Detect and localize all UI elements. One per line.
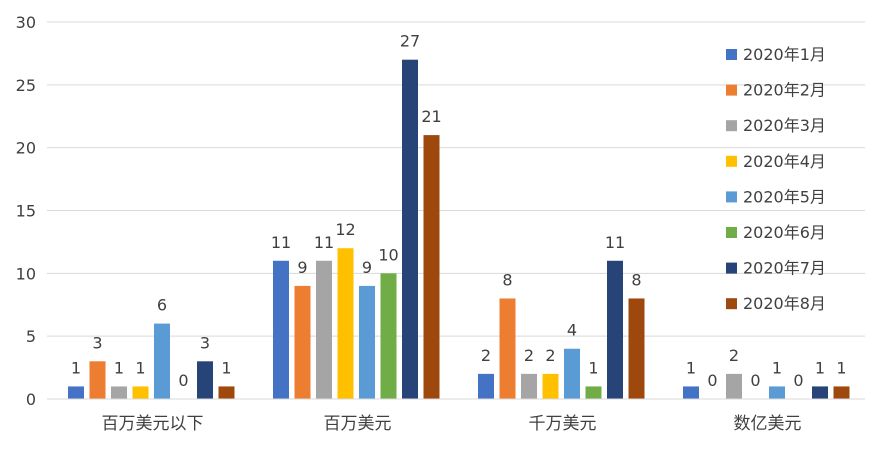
data-label: 0 bbox=[750, 371, 760, 390]
data-label: 1 bbox=[772, 358, 782, 377]
legend-swatch bbox=[726, 262, 737, 274]
bar bbox=[316, 260, 332, 399]
bar bbox=[478, 373, 494, 399]
data-label: 3 bbox=[200, 333, 210, 352]
legend-swatch bbox=[726, 49, 737, 60]
y-tick-label: 10 bbox=[16, 264, 36, 283]
category-label: 千万美元 bbox=[529, 414, 597, 434]
bar bbox=[542, 373, 559, 399]
bar bbox=[607, 260, 623, 399]
y-tick-label: 25 bbox=[16, 76, 36, 95]
category-label: 百万美元 bbox=[324, 414, 392, 434]
bar bbox=[132, 386, 149, 399]
data-label: 9 bbox=[297, 258, 307, 277]
legend-label: 2020年6月 bbox=[743, 223, 826, 242]
data-label: 27 bbox=[400, 32, 420, 51]
bar bbox=[111, 386, 127, 399]
bar bbox=[89, 361, 106, 399]
data-label: 0 bbox=[793, 371, 803, 390]
legend-swatch bbox=[726, 298, 737, 310]
bars bbox=[68, 59, 850, 399]
data-label: 8 bbox=[502, 270, 512, 289]
bar bbox=[218, 386, 235, 399]
data-label: 6 bbox=[157, 296, 167, 315]
data-label: 1 bbox=[221, 358, 231, 377]
y-tick-label: 15 bbox=[16, 202, 36, 221]
data-label: 11 bbox=[314, 233, 334, 252]
legend-swatch bbox=[726, 120, 737, 132]
bar bbox=[769, 386, 785, 399]
bar bbox=[154, 323, 170, 399]
data-label: 1 bbox=[686, 358, 696, 377]
data-label: 12 bbox=[335, 220, 355, 239]
legend-swatch bbox=[726, 227, 737, 238]
legend: 2020年1月 2020年2月 2020年3月 2020年4月 2020年5月 2020年… bbox=[726, 45, 826, 313]
data-label: 11 bbox=[605, 233, 625, 252]
data-label: 3 bbox=[92, 333, 102, 352]
bar bbox=[499, 298, 516, 399]
legend-label: 2020年7月 bbox=[743, 259, 826, 278]
data-label: 1 bbox=[71, 358, 81, 377]
data-label: 1 bbox=[836, 358, 846, 377]
data-label: 10 bbox=[378, 245, 398, 264]
bar bbox=[294, 285, 311, 399]
y-tick-label: 30 bbox=[16, 13, 36, 32]
data-label: 0 bbox=[178, 371, 188, 390]
gridlines bbox=[47, 21, 865, 337]
bar bbox=[68, 386, 84, 399]
legend-label: 2020年5月 bbox=[743, 187, 826, 206]
y-axis-ticks: 0 5 10 15 20 25 30 bbox=[16, 13, 36, 409]
data-label: 1 bbox=[114, 358, 124, 377]
legend-swatch bbox=[726, 155, 737, 167]
category-label: 百万美元以下 bbox=[102, 414, 204, 434]
bar bbox=[812, 386, 828, 399]
bar bbox=[337, 248, 354, 399]
bar bbox=[585, 386, 602, 399]
data-label: 2 bbox=[545, 346, 555, 365]
data-label: 0 bbox=[707, 371, 717, 390]
legend-label: 2020年3月 bbox=[743, 116, 826, 135]
data-label: 8 bbox=[631, 270, 641, 289]
legend-label: 2020年2月 bbox=[743, 81, 826, 100]
x-axis: 百万美元以下 百万美元 千万美元 数亿美元 bbox=[47, 398, 865, 434]
data-label: 2 bbox=[729, 346, 739, 365]
bar bbox=[380, 273, 397, 399]
data-label: 1 bbox=[815, 358, 825, 377]
legend-label: 2020年8月 bbox=[743, 294, 826, 313]
bar bbox=[833, 386, 850, 399]
data-label: 11 bbox=[271, 233, 291, 252]
bar bbox=[197, 361, 213, 399]
y-tick-label: 20 bbox=[16, 139, 36, 158]
bar bbox=[683, 386, 699, 399]
data-label: 4 bbox=[567, 321, 577, 340]
legend-label: 2020年4月 bbox=[743, 152, 826, 171]
data-label: 9 bbox=[362, 258, 372, 277]
legend-swatch bbox=[726, 84, 737, 96]
y-tick-label: 5 bbox=[26, 327, 36, 346]
bar bbox=[726, 373, 742, 399]
bar bbox=[359, 285, 375, 399]
legend-swatch bbox=[726, 191, 737, 203]
data-label: 1 bbox=[135, 358, 145, 377]
y-tick-label: 0 bbox=[26, 390, 36, 409]
bar bbox=[628, 298, 645, 399]
data-label: 2 bbox=[481, 346, 491, 365]
legend-label: 2020年1月 bbox=[743, 45, 826, 64]
category-label: 数亿美元 bbox=[734, 414, 802, 434]
bar bbox=[402, 59, 418, 399]
bar bbox=[423, 135, 440, 399]
data-label: 21 bbox=[421, 107, 441, 126]
bar bbox=[273, 260, 289, 399]
bar bbox=[521, 373, 537, 399]
data-label: 2 bbox=[524, 346, 534, 365]
data-label: 1 bbox=[588, 358, 598, 377]
bar bbox=[564, 348, 580, 399]
